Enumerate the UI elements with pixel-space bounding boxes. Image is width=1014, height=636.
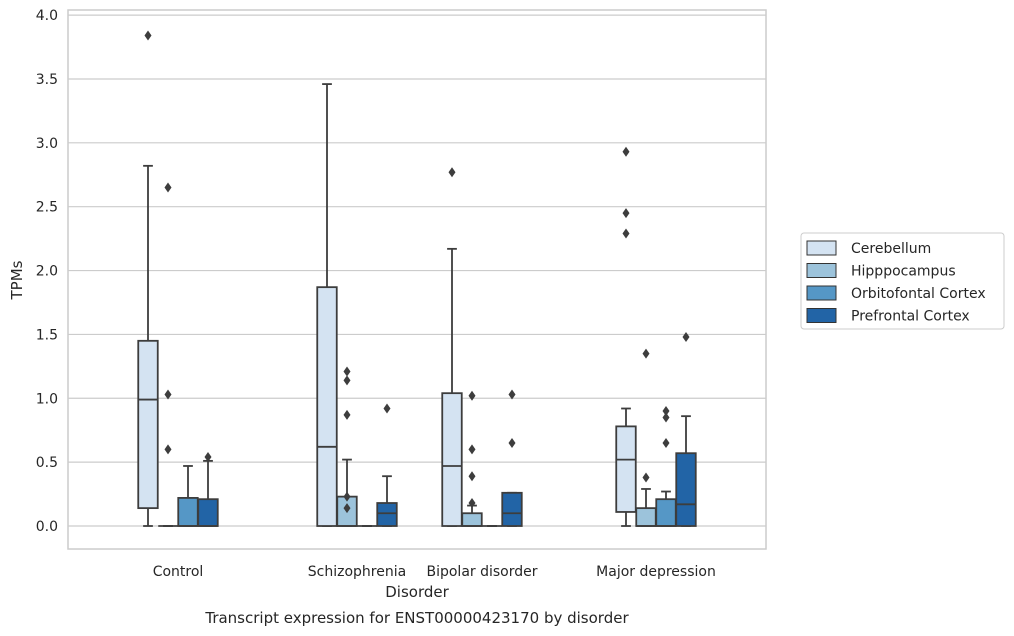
x-axis-ticks: Control Schizophrenia Bipolar disorder Majo… (153, 564, 716, 580)
outlier-point (204, 452, 212, 463)
x-tick-label: Control (153, 564, 204, 580)
outlier-point (468, 498, 476, 509)
box-iqr (376, 502, 398, 527)
legend-frame (800, 232, 1005, 330)
y-tick-label: 2.0 (36, 264, 58, 280)
legend-label: Cerebellum (851, 241, 931, 257)
box-iqr (177, 497, 199, 527)
legend-label: Prefrontal Cortex (851, 309, 970, 325)
outlier-point (343, 503, 351, 514)
outlier-point (622, 146, 630, 157)
box-cerebellum (441, 167, 463, 527)
outlier-point (164, 182, 172, 193)
outlier-point (662, 437, 670, 448)
grid-lines (68, 14, 766, 527)
box-hipppocampus (635, 348, 657, 527)
plot-frame (67, 9, 767, 550)
box-prefrontal-cortex (197, 452, 219, 527)
outlier-point (642, 348, 650, 359)
y-axis-ticks: 0.0 0.5 1.0 1.5 2.0 2.5 3.0 3.5 4.0 (36, 8, 58, 535)
legend-label: Orbitofontal Cortex (851, 286, 986, 302)
box-hipppocampus (336, 366, 358, 527)
box-orbitofontal-cortex (655, 406, 677, 527)
outlier-point (164, 444, 172, 455)
box-hipppocampus (158, 182, 178, 527)
box-iqr (137, 339, 159, 510)
y-tick-label: 4.0 (36, 8, 58, 24)
outlier-point (622, 228, 630, 239)
outlier-point (468, 471, 476, 482)
outlier-point (343, 491, 351, 502)
y-tick-label: 3.5 (36, 72, 58, 88)
y-tick-label: 0.0 (36, 519, 58, 535)
box-iqr (197, 498, 219, 527)
box-prefrontal-cortex (675, 331, 697, 527)
outlier-point (164, 389, 172, 400)
legend-swatch (806, 240, 837, 256)
box-cerebellum (137, 30, 159, 527)
y-tick-label: 1.0 (36, 391, 58, 407)
legend-swatch (806, 263, 837, 278)
x-axis-label: Disorder (385, 583, 449, 601)
outlier-point (642, 472, 650, 483)
outlier-point (343, 409, 351, 420)
box-iqr (441, 392, 463, 527)
box-prefrontal-cortex (501, 389, 523, 527)
outlier-point (468, 390, 476, 401)
x-tick-label: Major depression (596, 564, 716, 580)
legend-swatch (806, 308, 837, 323)
y-axis-label: TPMs (8, 260, 26, 300)
outlier-point (343, 375, 351, 386)
outlier-point (508, 437, 516, 448)
box-iqr (615, 425, 637, 513)
y-tick-label: 0.5 (36, 455, 58, 471)
box-iqr (635, 507, 657, 527)
box-series (137, 30, 697, 527)
outlier-point (622, 208, 630, 219)
y-tick-label: 2.5 (36, 200, 58, 216)
box-iqr (501, 491, 523, 527)
x-tick-label: Schizophrenia (308, 564, 406, 580)
outlier-point (448, 167, 456, 178)
box-iqr (316, 286, 338, 527)
box-cerebellum (316, 83, 338, 527)
box-orbitofontal-cortex (177, 465, 199, 527)
legend-swatch (806, 285, 837, 301)
box-iqr (655, 498, 677, 527)
box-iqr (675, 452, 697, 527)
outlier-point (508, 389, 516, 400)
outlier-point (468, 444, 476, 455)
chart-caption: Transcript expression for ENST0000042317… (204, 609, 629, 627)
box-cerebellum (615, 146, 637, 527)
outlier-point (383, 403, 391, 414)
legend: Cerebellum Hipppocampus Orbitofontal Corte… (800, 232, 1005, 330)
outlier-point (144, 30, 152, 41)
y-tick-label: 1.5 (36, 327, 58, 343)
outlier-point (662, 412, 670, 423)
x-tick-label: Bipolar disorder (426, 564, 537, 580)
outlier-point (682, 331, 690, 342)
outlier-point (343, 366, 351, 377)
legend-label: Hipppocampus (851, 264, 956, 280)
box-prefrontal-cortex (376, 403, 398, 527)
outlier-point (662, 406, 670, 417)
box-hipppocampus (461, 390, 483, 527)
box-iqr (461, 512, 483, 527)
y-tick-label: 3.0 (36, 136, 58, 152)
